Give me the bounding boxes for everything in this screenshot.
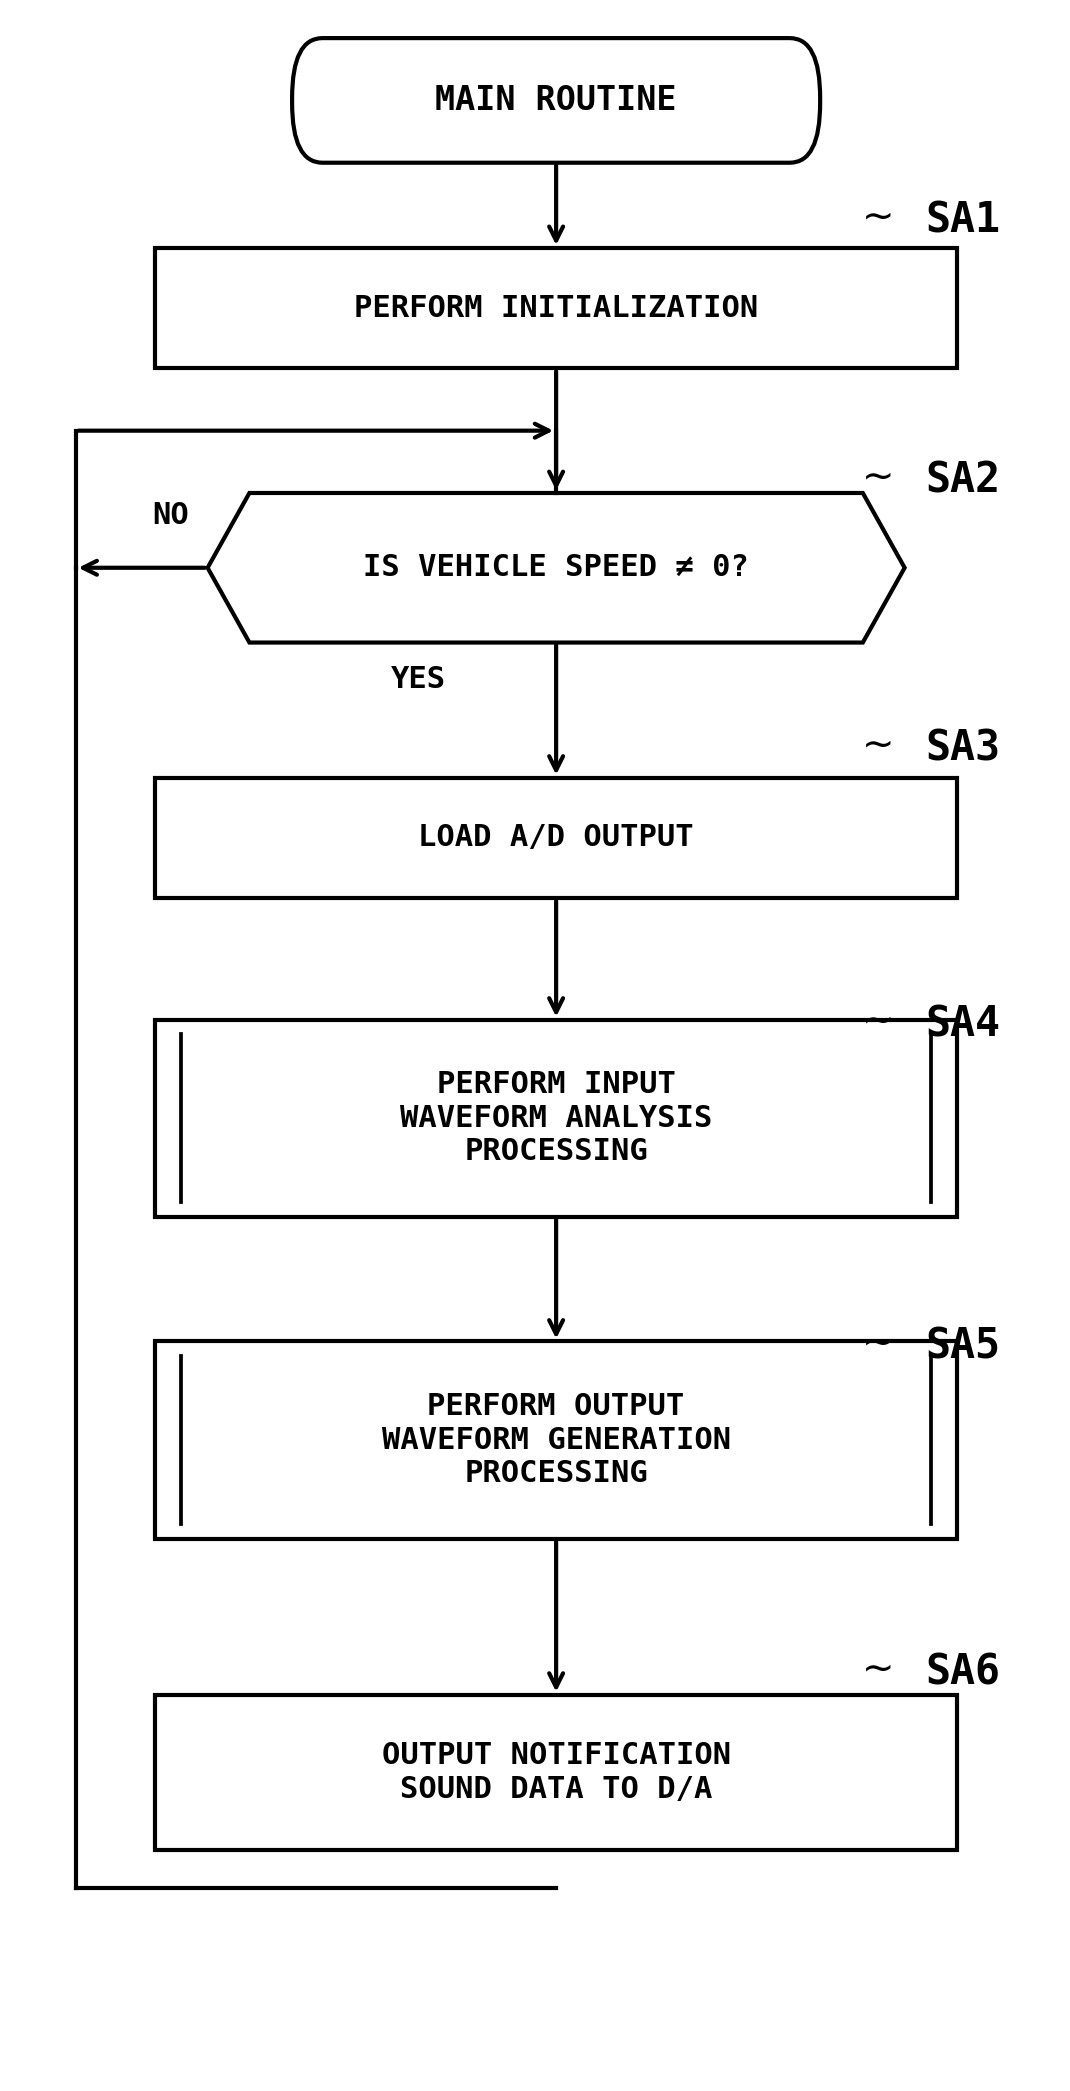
Bar [155,249,958,368]
Text: ∼: ∼ [862,458,895,496]
Text: ∼: ∼ [862,1650,895,1687]
Bar [155,1342,958,1539]
Text: SA6: SA6 [926,1652,1000,1694]
Text: PERFORM INPUT
WAVEFORM ANALYSIS
PROCESSING: PERFORM INPUT WAVEFORM ANALYSIS PROCESSI… [400,1071,713,1167]
Text: PERFORM INITIALIZATION: PERFORM INITIALIZATION [354,293,759,322]
Bar [155,1020,958,1217]
Text: ∼: ∼ [862,726,895,763]
Text: LOAD A/D OUTPUT: LOAD A/D OUTPUT [418,824,694,853]
Text: ∼: ∼ [862,1324,895,1361]
Text: OUTPUT NOTIFICATION
SOUND DATA TO D/A: OUTPUT NOTIFICATION SOUND DATA TO D/A [382,1742,731,1805]
Bar [155,1694,958,1851]
Text: SA4: SA4 [926,1004,1000,1046]
Text: ∼: ∼ [862,199,895,236]
Text: SA5: SA5 [926,1326,1000,1368]
Text: SA3: SA3 [926,728,1000,769]
Bar [155,778,958,897]
Text: NO: NO [152,502,189,531]
FancyBboxPatch shape [292,38,820,163]
Text: MAIN ROUTINE: MAIN ROUTINE [435,84,677,117]
Text: SA2: SA2 [926,460,1000,502]
Polygon shape [208,493,904,642]
Text: YES: YES [392,665,446,694]
Text: IS VEHICLE SPEED ≠ 0?: IS VEHICLE SPEED ≠ 0? [363,554,749,581]
Text: SA1: SA1 [926,201,1000,243]
Text: PERFORM OUTPUT
WAVEFORM GENERATION
PROCESSING: PERFORM OUTPUT WAVEFORM GENERATION PROCE… [382,1393,731,1489]
Text: ∼: ∼ [862,1002,895,1039]
